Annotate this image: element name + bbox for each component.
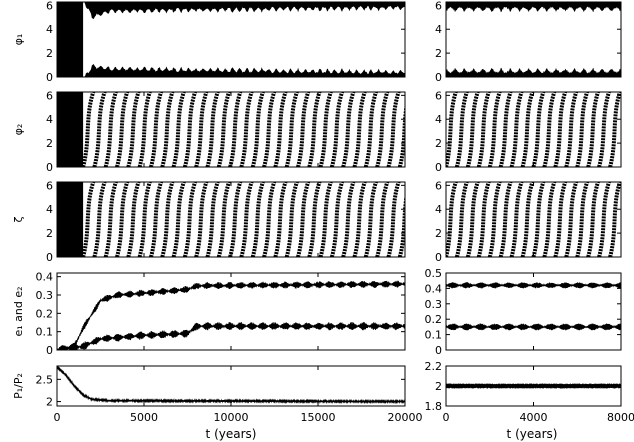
x-tick-label: 4000 [520,411,548,424]
panel-left-1: 0 2 4 6 φ₂ [12,89,406,174]
y-tick-label: 0.1 [36,326,54,339]
series-line-1 [57,322,405,350]
right-x-axis-label: t (years) [507,427,558,441]
series-line-0 [446,383,621,389]
y-tick-label: 6 [435,179,442,192]
y-tick-label: 2 [46,396,53,409]
y-tick-label: 6 [46,0,53,12]
plot-area [57,366,405,405]
y-tick-label: 0 [435,344,442,357]
plot-area [446,182,621,257]
y-tick-label: 4 [435,203,442,216]
plot-area [446,282,621,331]
x-tick-label: 15000 [301,411,336,424]
y-tick-label: 0 [46,251,53,264]
y-axis-label: φ₁ [12,34,25,46]
y-tick-label: 4 [46,113,53,126]
y-tick-label: 0.3 [36,289,54,302]
panel-right-0: 0 2 4 6 [435,0,622,84]
x-tick-label: 5000 [130,411,158,424]
y-tick-label: 0.3 [425,298,443,311]
x-tick-label: 20000 [388,411,423,424]
plot-area [57,92,405,167]
y-tick-label: 0.2 [36,307,54,320]
y-axis-label: φ₂ [12,124,25,136]
y-tick-label: 0.5 [425,267,443,280]
x-tick-label: 10000 [214,411,249,424]
circulating-angle [81,182,405,257]
panel-left-4: 2 2.5 0 5000 10000 15000 20000 P₁/P₂ [12,365,423,424]
series-line-0 [57,280,405,350]
y-tick-label: 2 [46,47,53,60]
y-tick-label: 0 [46,161,53,174]
circulating-angle [446,92,621,167]
panel-left-0: 0 2 4 6 φ₁ [12,0,406,84]
y-tick-label: 6 [46,89,53,102]
upper-libration-band [57,2,405,20]
axes-frame [445,1,622,78]
y-axis-label: e₁ and e₂ [12,286,25,336]
y-tick-label: 6 [435,89,442,102]
y-tick-label: 4 [46,203,53,216]
plot-area [57,2,405,77]
y-axis-label: P₁/P₂ [12,373,25,399]
plot-area [57,280,405,350]
circulating-angle [446,182,621,257]
chaotic-region [57,2,84,77]
x-tick-label: 0 [54,411,61,424]
y-tick-label: 2 [435,137,442,150]
panel-right-4: 1.8 2 2.2 0 4000 8000 [425,360,634,424]
y-tick-label: 2 [46,137,53,150]
chaotic-region [57,182,84,257]
panel-right-3: 0 0.1 0.2 0.3 0.4 0.5 [425,267,622,357]
plot-area [446,92,621,167]
y-tick-label: 2 [435,47,442,60]
y-tick-label: 6 [435,0,442,12]
panel-left-2: 0 2 4 6 ζ [12,179,406,264]
upper-libration-band [446,2,621,13]
circulating-angle [81,92,405,167]
x-tick-label: 0 [443,411,450,424]
panel-right-2: 0 2 4 6 [435,179,622,264]
panel-right-1: 0 2 4 6 [435,89,622,174]
y-tick-label: 6 [46,179,53,192]
y-tick-label: 2 [435,227,442,240]
y-tick-label: 0.4 [36,271,54,284]
lower-libration-band [446,67,621,77]
y-tick-label: 2.5 [36,373,54,386]
series-line-0 [446,282,621,289]
y-tick-label: 0.2 [425,313,443,326]
x-tick-label: 8000 [607,411,634,424]
y-tick-label: 4 [435,23,442,36]
plot-area [446,2,621,77]
y-tick-label: 4 [46,23,53,36]
y-tick-label: 4 [435,113,442,126]
y-tick-label: 0.4 [425,282,443,295]
y-tick-label: 2 [435,380,442,393]
y-tick-label: 0 [46,344,53,357]
y-tick-label: 0 [46,71,53,84]
y-tick-label: 1.8 [425,400,443,413]
y-tick-label: 2 [46,227,53,240]
series-line-1 [446,323,621,331]
plot-area [446,383,621,389]
y-tick-label: 0 [435,251,442,264]
y-tick-label: 0 [435,161,442,174]
y-tick-label: 0 [435,71,442,84]
left-x-axis-label: t (years) [206,427,257,441]
panel-left-3: 0 0.1 0.2 0.3 0.4 e₁ and e₂ [12,271,406,357]
axes-frame [56,1,406,78]
y-tick-label: 0.1 [425,329,443,342]
y-axis-label: ζ [12,216,25,222]
chaotic-region [57,92,84,167]
series-line-0 [57,366,405,405]
plot-area [57,182,405,257]
y-tick-label: 2.2 [425,360,443,373]
